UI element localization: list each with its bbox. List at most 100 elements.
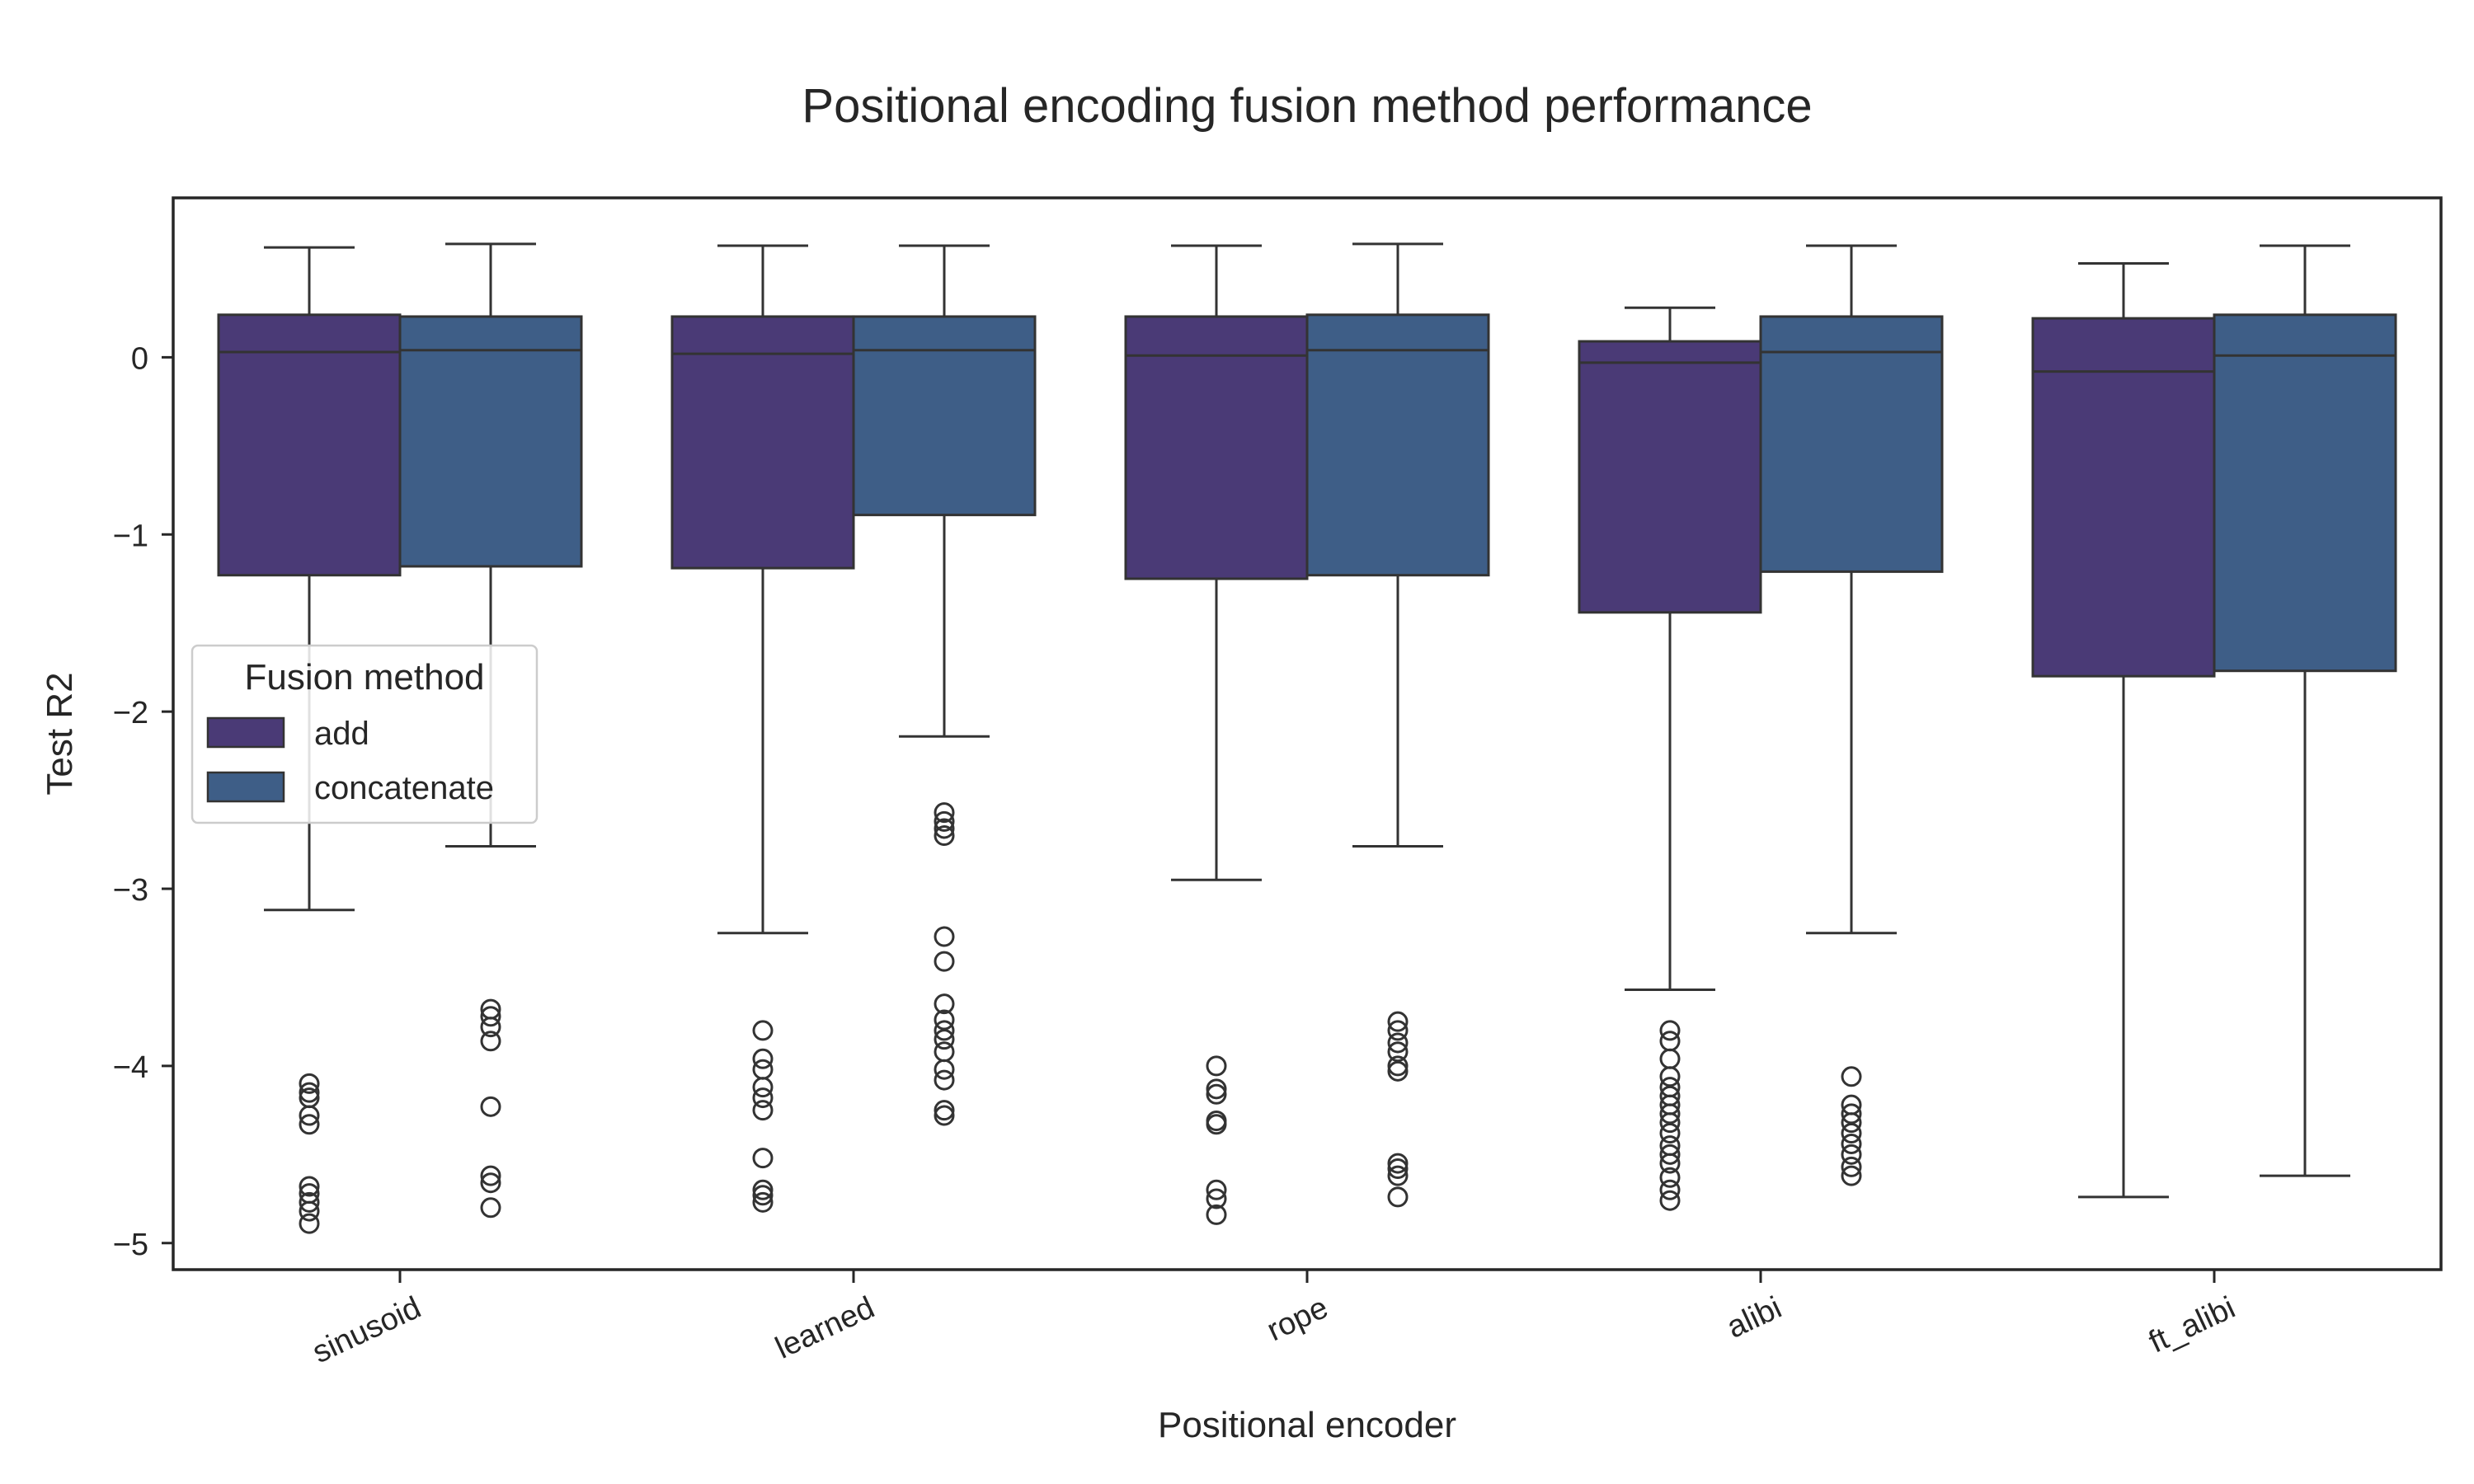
outlier-point — [934, 1100, 955, 1121]
outlier-point — [934, 1041, 955, 1063]
legend-label-add: add — [314, 716, 369, 752]
outlier-point — [1387, 1011, 1409, 1032]
x-axis: sinusoid learned rope alibi ft_alibi — [308, 1270, 2241, 1370]
outlier-point — [1387, 1041, 1409, 1063]
outlier-point — [752, 1185, 774, 1206]
box — [1305, 313, 1490, 577]
outlier-point — [1659, 1112, 1681, 1134]
outlier-point — [1206, 1083, 1227, 1105]
y-axis: 0 −1 −2 −3 −4 −5 — [113, 341, 173, 1262]
outlier-point — [299, 1073, 320, 1094]
box-group-add-ft_alibi — [2031, 262, 2216, 1199]
outlier-point — [1387, 1186, 1409, 1208]
outlier-point — [934, 1059, 955, 1080]
box-group-add-learned — [670, 244, 855, 1213]
outlier-point — [1659, 1020, 1681, 1041]
outlier-point — [1659, 1103, 1681, 1125]
outlier-point — [1387, 1158, 1409, 1180]
outlier-point — [1659, 1066, 1681, 1087]
x-tick-label: alibi — [1722, 1290, 1787, 1345]
box-group-add-rope — [1124, 244, 1309, 1225]
outlier-point — [299, 1114, 320, 1135]
outlier-point — [1206, 1179, 1227, 1200]
outlier-point — [1659, 1048, 1681, 1069]
outlier-point — [480, 1172, 501, 1194]
box-group-concatenate-sinusoid — [398, 242, 583, 1219]
box-group-add-sinusoid — [217, 246, 402, 1234]
outlier-point — [752, 1048, 774, 1069]
outlier-point — [1387, 1165, 1409, 1186]
outlier-point — [752, 1020, 774, 1041]
outlier-point — [480, 1017, 501, 1038]
outlier-point — [1841, 1103, 1862, 1125]
outlier-point — [1841, 1123, 1862, 1144]
box — [852, 315, 1037, 517]
outlier-point — [934, 1009, 955, 1031]
outlier-point — [752, 1077, 774, 1098]
x-axis-label: Positional encoder — [1158, 1405, 1456, 1445]
outlier-point — [299, 1176, 320, 1197]
box-group-concatenate-ft_alibi — [2213, 244, 2397, 1177]
y-tick-label: −3 — [113, 873, 148, 908]
outlier-point — [1841, 1156, 1862, 1177]
legend-swatch-add — [206, 716, 285, 749]
x-tick-label: rope — [1262, 1290, 1333, 1348]
box — [2213, 313, 2397, 673]
outlier-point — [1659, 1031, 1681, 1052]
outlier-point — [1387, 1055, 1409, 1077]
outlier-point — [934, 810, 955, 832]
outlier-point — [299, 1213, 320, 1234]
outlier-point — [1841, 1165, 1862, 1186]
y-tick-label: −4 — [113, 1050, 148, 1085]
outlier-point — [480, 1006, 501, 1027]
plot-marks — [217, 242, 2397, 1234]
outlier-point — [934, 1020, 955, 1041]
box — [670, 315, 855, 570]
outlier-point — [752, 1059, 774, 1080]
outlier-point — [752, 1179, 774, 1200]
box — [217, 313, 402, 577]
x-tick-label: learned — [770, 1290, 880, 1366]
outlier-point — [299, 1082, 320, 1103]
outlier-point — [934, 818, 955, 839]
legend-title: Fusion method — [244, 657, 484, 697]
outlier-point — [934, 802, 955, 824]
box-group-concatenate-rope — [1305, 242, 1490, 1208]
y-tick-label: −1 — [113, 519, 148, 553]
y-tick-label: −5 — [113, 1228, 148, 1262]
chart-title: Positional encoding fusion method perfor… — [802, 79, 1812, 133]
outlier-point — [1841, 1144, 1862, 1165]
y-tick-label: −2 — [113, 696, 148, 730]
box — [1759, 315, 1944, 573]
outlier-point — [299, 1200, 320, 1222]
outlier-point — [1659, 1144, 1681, 1165]
outlier-point — [934, 1069, 955, 1091]
legend: Fusion method add concatenate — [190, 644, 539, 824]
y-axis-label: Test R2 — [40, 672, 80, 795]
outlier-point — [752, 1191, 774, 1213]
outlier-point — [1841, 1112, 1862, 1134]
x-tick-label: sinusoid — [308, 1290, 426, 1370]
outlier-point — [752, 1100, 774, 1121]
box — [2031, 317, 2216, 678]
outlier-point — [934, 993, 955, 1015]
outlier-point — [1206, 1188, 1227, 1209]
outlier-point — [299, 1105, 320, 1126]
box — [398, 315, 583, 568]
box-group-concatenate-learned — [852, 244, 1037, 1126]
outlier-point — [934, 1105, 955, 1126]
outlier-point — [752, 1148, 774, 1169]
outlier-point — [1659, 1123, 1681, 1144]
outlier-point — [1659, 1179, 1681, 1200]
box-group-add-alibi — [1578, 306, 1762, 1211]
outlier-point — [1659, 1167, 1681, 1188]
outlier-point — [1841, 1133, 1862, 1154]
x-tick-label: ft_alibi — [2144, 1290, 2241, 1360]
box — [1578, 340, 1762, 614]
box-group-concatenate-alibi — [1759, 244, 1944, 1186]
outlier-point — [1841, 1066, 1862, 1087]
plot-frame — [172, 196, 2443, 1271]
y-tick-label: 0 — [131, 341, 148, 376]
outlier-point — [1206, 1114, 1227, 1135]
